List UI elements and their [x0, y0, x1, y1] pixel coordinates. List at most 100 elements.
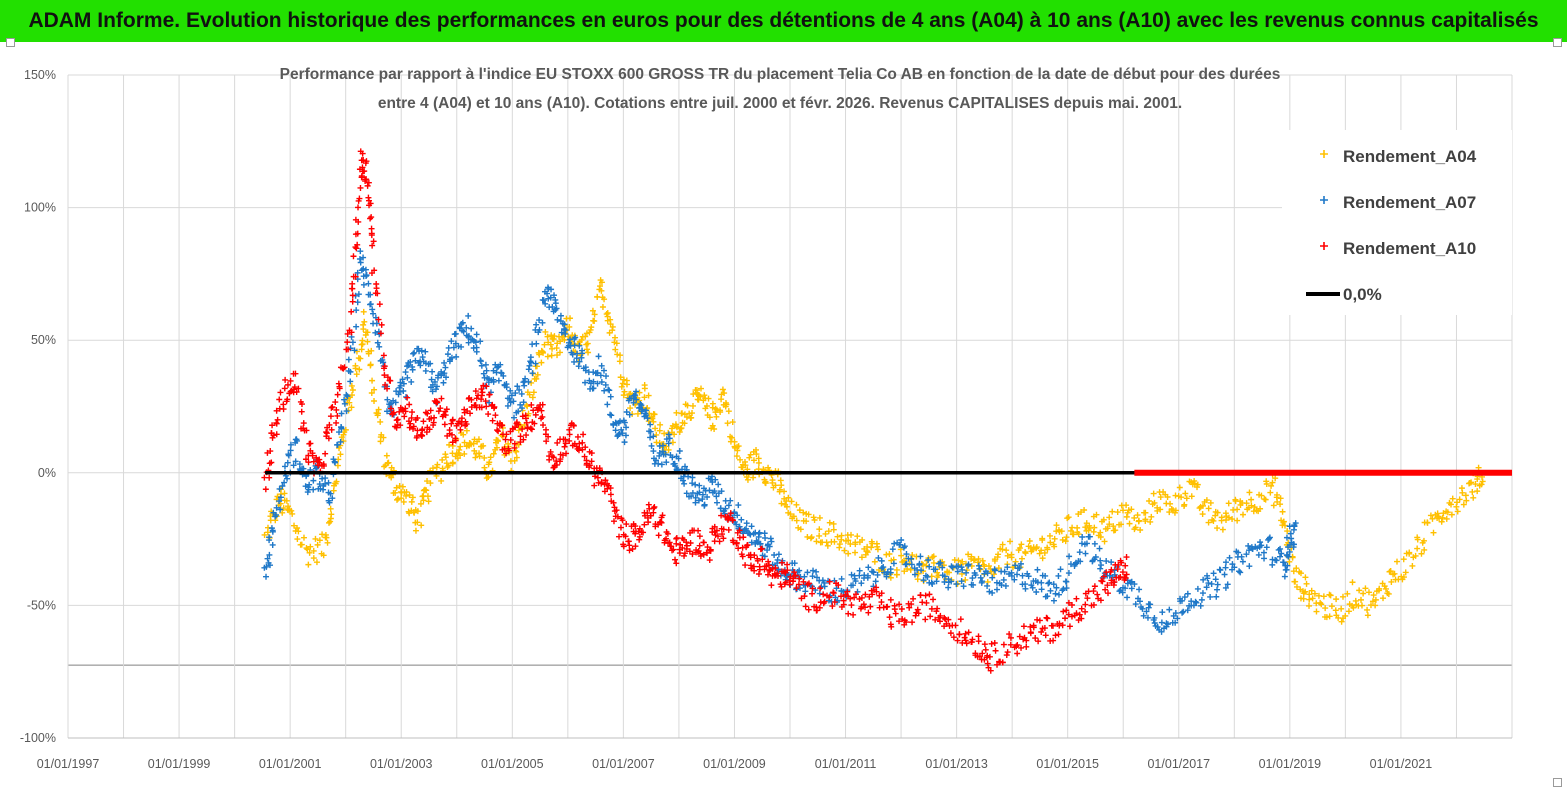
data-point	[701, 392, 708, 399]
data-point	[1033, 588, 1040, 595]
data-point	[348, 308, 355, 315]
data-point	[822, 530, 829, 537]
data-point	[1101, 538, 1108, 545]
data-point	[1051, 543, 1058, 550]
legend-label: Rendement_A04	[1343, 147, 1477, 166]
data-point	[618, 383, 625, 390]
data-point	[965, 551, 972, 558]
data-point	[848, 571, 855, 578]
data-point	[400, 498, 407, 505]
data-point	[284, 475, 291, 482]
data-point	[733, 540, 740, 547]
data-point	[497, 361, 504, 368]
data-point	[923, 599, 930, 606]
data-point	[408, 378, 415, 385]
data-point	[463, 324, 470, 331]
data-point	[898, 606, 905, 613]
data-point	[690, 391, 697, 398]
data-point	[516, 386, 523, 393]
data-point	[809, 590, 816, 597]
data-point	[400, 380, 407, 387]
data-point	[681, 550, 688, 557]
data-point	[442, 412, 449, 419]
data-point	[1205, 519, 1212, 526]
data-point	[970, 581, 977, 588]
data-point	[307, 440, 314, 447]
selection-handle-top-right[interactable]	[1553, 38, 1562, 47]
data-point	[1119, 569, 1126, 576]
selection-handle-top-left[interactable]	[6, 38, 15, 47]
data-point	[1302, 574, 1309, 581]
data-point	[969, 575, 976, 582]
data-point	[406, 424, 413, 431]
data-point	[883, 603, 890, 610]
data-point	[704, 550, 711, 557]
data-point	[887, 569, 894, 576]
data-point	[908, 555, 915, 562]
data-point	[1063, 578, 1070, 585]
data-point	[615, 431, 622, 438]
data-point	[597, 277, 604, 284]
data-point	[1050, 581, 1057, 588]
data-point	[1280, 559, 1287, 566]
data-point	[979, 578, 986, 585]
data-point	[1414, 536, 1421, 543]
data-point	[323, 429, 330, 436]
data-point	[1385, 590, 1392, 597]
data-point	[965, 561, 972, 568]
data-point	[261, 531, 268, 538]
data-point	[503, 450, 510, 457]
data-point	[1205, 580, 1212, 587]
data-point	[816, 514, 823, 521]
data-point	[514, 383, 521, 390]
data-point	[658, 461, 665, 468]
data-point	[1387, 568, 1394, 575]
data-point	[813, 574, 820, 581]
data-point	[716, 538, 723, 545]
data-point	[578, 337, 585, 344]
data-point	[1234, 506, 1241, 513]
data-point	[1214, 581, 1221, 588]
data-point	[884, 568, 891, 575]
data-point	[645, 519, 652, 526]
data-point	[632, 523, 639, 530]
data-point	[1219, 526, 1226, 533]
data-point	[1134, 512, 1141, 519]
data-point	[310, 486, 317, 493]
data-point	[769, 565, 776, 572]
data-point	[527, 425, 534, 432]
data-point	[499, 422, 506, 429]
data-point	[358, 172, 365, 179]
data-point	[666, 435, 673, 442]
data-point	[1019, 572, 1026, 579]
data-point	[1016, 564, 1023, 571]
data-point	[673, 560, 680, 567]
data-point	[465, 312, 472, 319]
data-point	[352, 273, 359, 280]
data-point	[1180, 608, 1187, 615]
data-point	[1035, 638, 1042, 645]
data-point	[489, 417, 496, 424]
data-point	[1300, 595, 1307, 602]
data-point	[353, 323, 360, 330]
data-point	[657, 421, 664, 428]
data-point	[273, 504, 280, 511]
data-point	[368, 225, 375, 232]
data-point	[1164, 494, 1171, 501]
data-point	[1123, 513, 1130, 520]
data-point	[930, 553, 937, 560]
data-point	[266, 551, 273, 558]
data-point	[567, 315, 574, 322]
data-point	[424, 478, 431, 485]
data-point	[461, 450, 468, 457]
data-point	[867, 603, 874, 610]
data-point	[598, 480, 605, 487]
selection-handle-bottom-right[interactable]	[1553, 778, 1562, 787]
data-point	[1018, 644, 1025, 651]
data-point	[598, 362, 605, 369]
data-point	[676, 550, 683, 557]
data-point	[1349, 579, 1356, 586]
data-point	[1034, 566, 1041, 573]
data-point	[554, 439, 561, 446]
data-point	[955, 557, 962, 564]
